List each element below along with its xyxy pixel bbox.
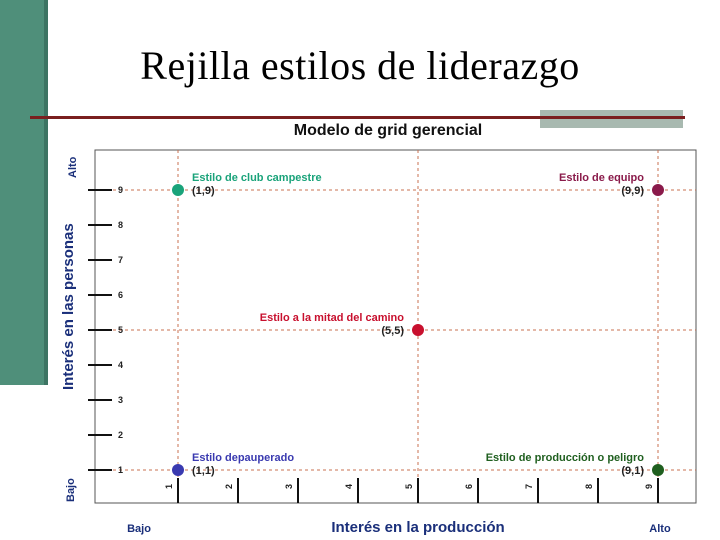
style-labels: Estilo de club campestre(1,9) Estilo de e…: [192, 172, 644, 477]
y-tick-label: 3: [118, 395, 123, 405]
style-point: [652, 464, 664, 476]
y-tick-label: 9: [118, 185, 123, 195]
style-point: [652, 184, 664, 196]
style-point: [172, 464, 184, 476]
style-label-name: Estilo a la mitad del camino: [260, 312, 405, 324]
style-label-coord: (1,9): [192, 185, 215, 197]
style-label-name: Estilo de club campestre: [192, 172, 322, 184]
y-axis-low-label: Bajo: [65, 478, 77, 502]
x-tick-label: 4: [344, 484, 354, 489]
x-tick-label: 3: [284, 484, 294, 489]
x-axis-high-label: Alto: [649, 523, 671, 535]
y-tick-label: 5: [118, 325, 123, 335]
x-tick-label: 2: [224, 484, 234, 489]
style-label-name: Estilo de producción o peligro: [486, 452, 645, 464]
chart-frame: [94, 149, 697, 504]
x-axis-low-label: Bajo: [127, 523, 151, 535]
style-points: [172, 184, 664, 476]
y-axis-title: Interés en las personas: [60, 223, 77, 390]
style-label-coord: (5,5): [381, 325, 404, 337]
slide-title: Rejilla estilos de liderazgo: [140, 43, 580, 88]
x-tick-label: 9: [644, 484, 654, 489]
x-tick-label: 7: [524, 484, 534, 489]
style-label-name: Estilo depauperado: [192, 452, 294, 464]
y-axis-high-label: Alto: [67, 156, 79, 178]
y-tick-label: 6: [118, 290, 123, 300]
y-axis-ticks: 1 2 3 4 5 6 7 8 9: [88, 185, 123, 475]
y-tick-label: 4: [118, 360, 123, 370]
style-point: [172, 184, 184, 196]
x-axis-ticks: 1 2 3 4 5 6 7 8 9: [164, 478, 659, 503]
title-rule: [30, 116, 685, 119]
left-accent-bar-edge: [44, 0, 48, 385]
y-tick-label: 7: [118, 255, 123, 265]
x-tick-label: 1: [164, 484, 174, 489]
x-axis-title: Interés en la producción: [331, 519, 504, 536]
y-tick-label: 2: [118, 430, 123, 440]
y-tick-label: 8: [118, 220, 123, 230]
style-label-name: Estilo de equipo: [559, 172, 644, 184]
style-label-coord: (9,9): [621, 185, 644, 197]
x-tick-label: 5: [404, 484, 414, 489]
title-rule-accent: [540, 110, 683, 128]
style-label-coord: (1,1): [192, 465, 215, 477]
x-tick-label: 8: [584, 484, 594, 489]
style-label-coord: (9,1): [621, 465, 644, 477]
left-accent-bar: [0, 0, 48, 385]
x-tick-label: 6: [464, 484, 474, 489]
style-point: [412, 324, 424, 336]
y-tick-label: 1: [118, 465, 123, 475]
chart-title: Modelo de grid gerencial: [293, 122, 483, 139]
